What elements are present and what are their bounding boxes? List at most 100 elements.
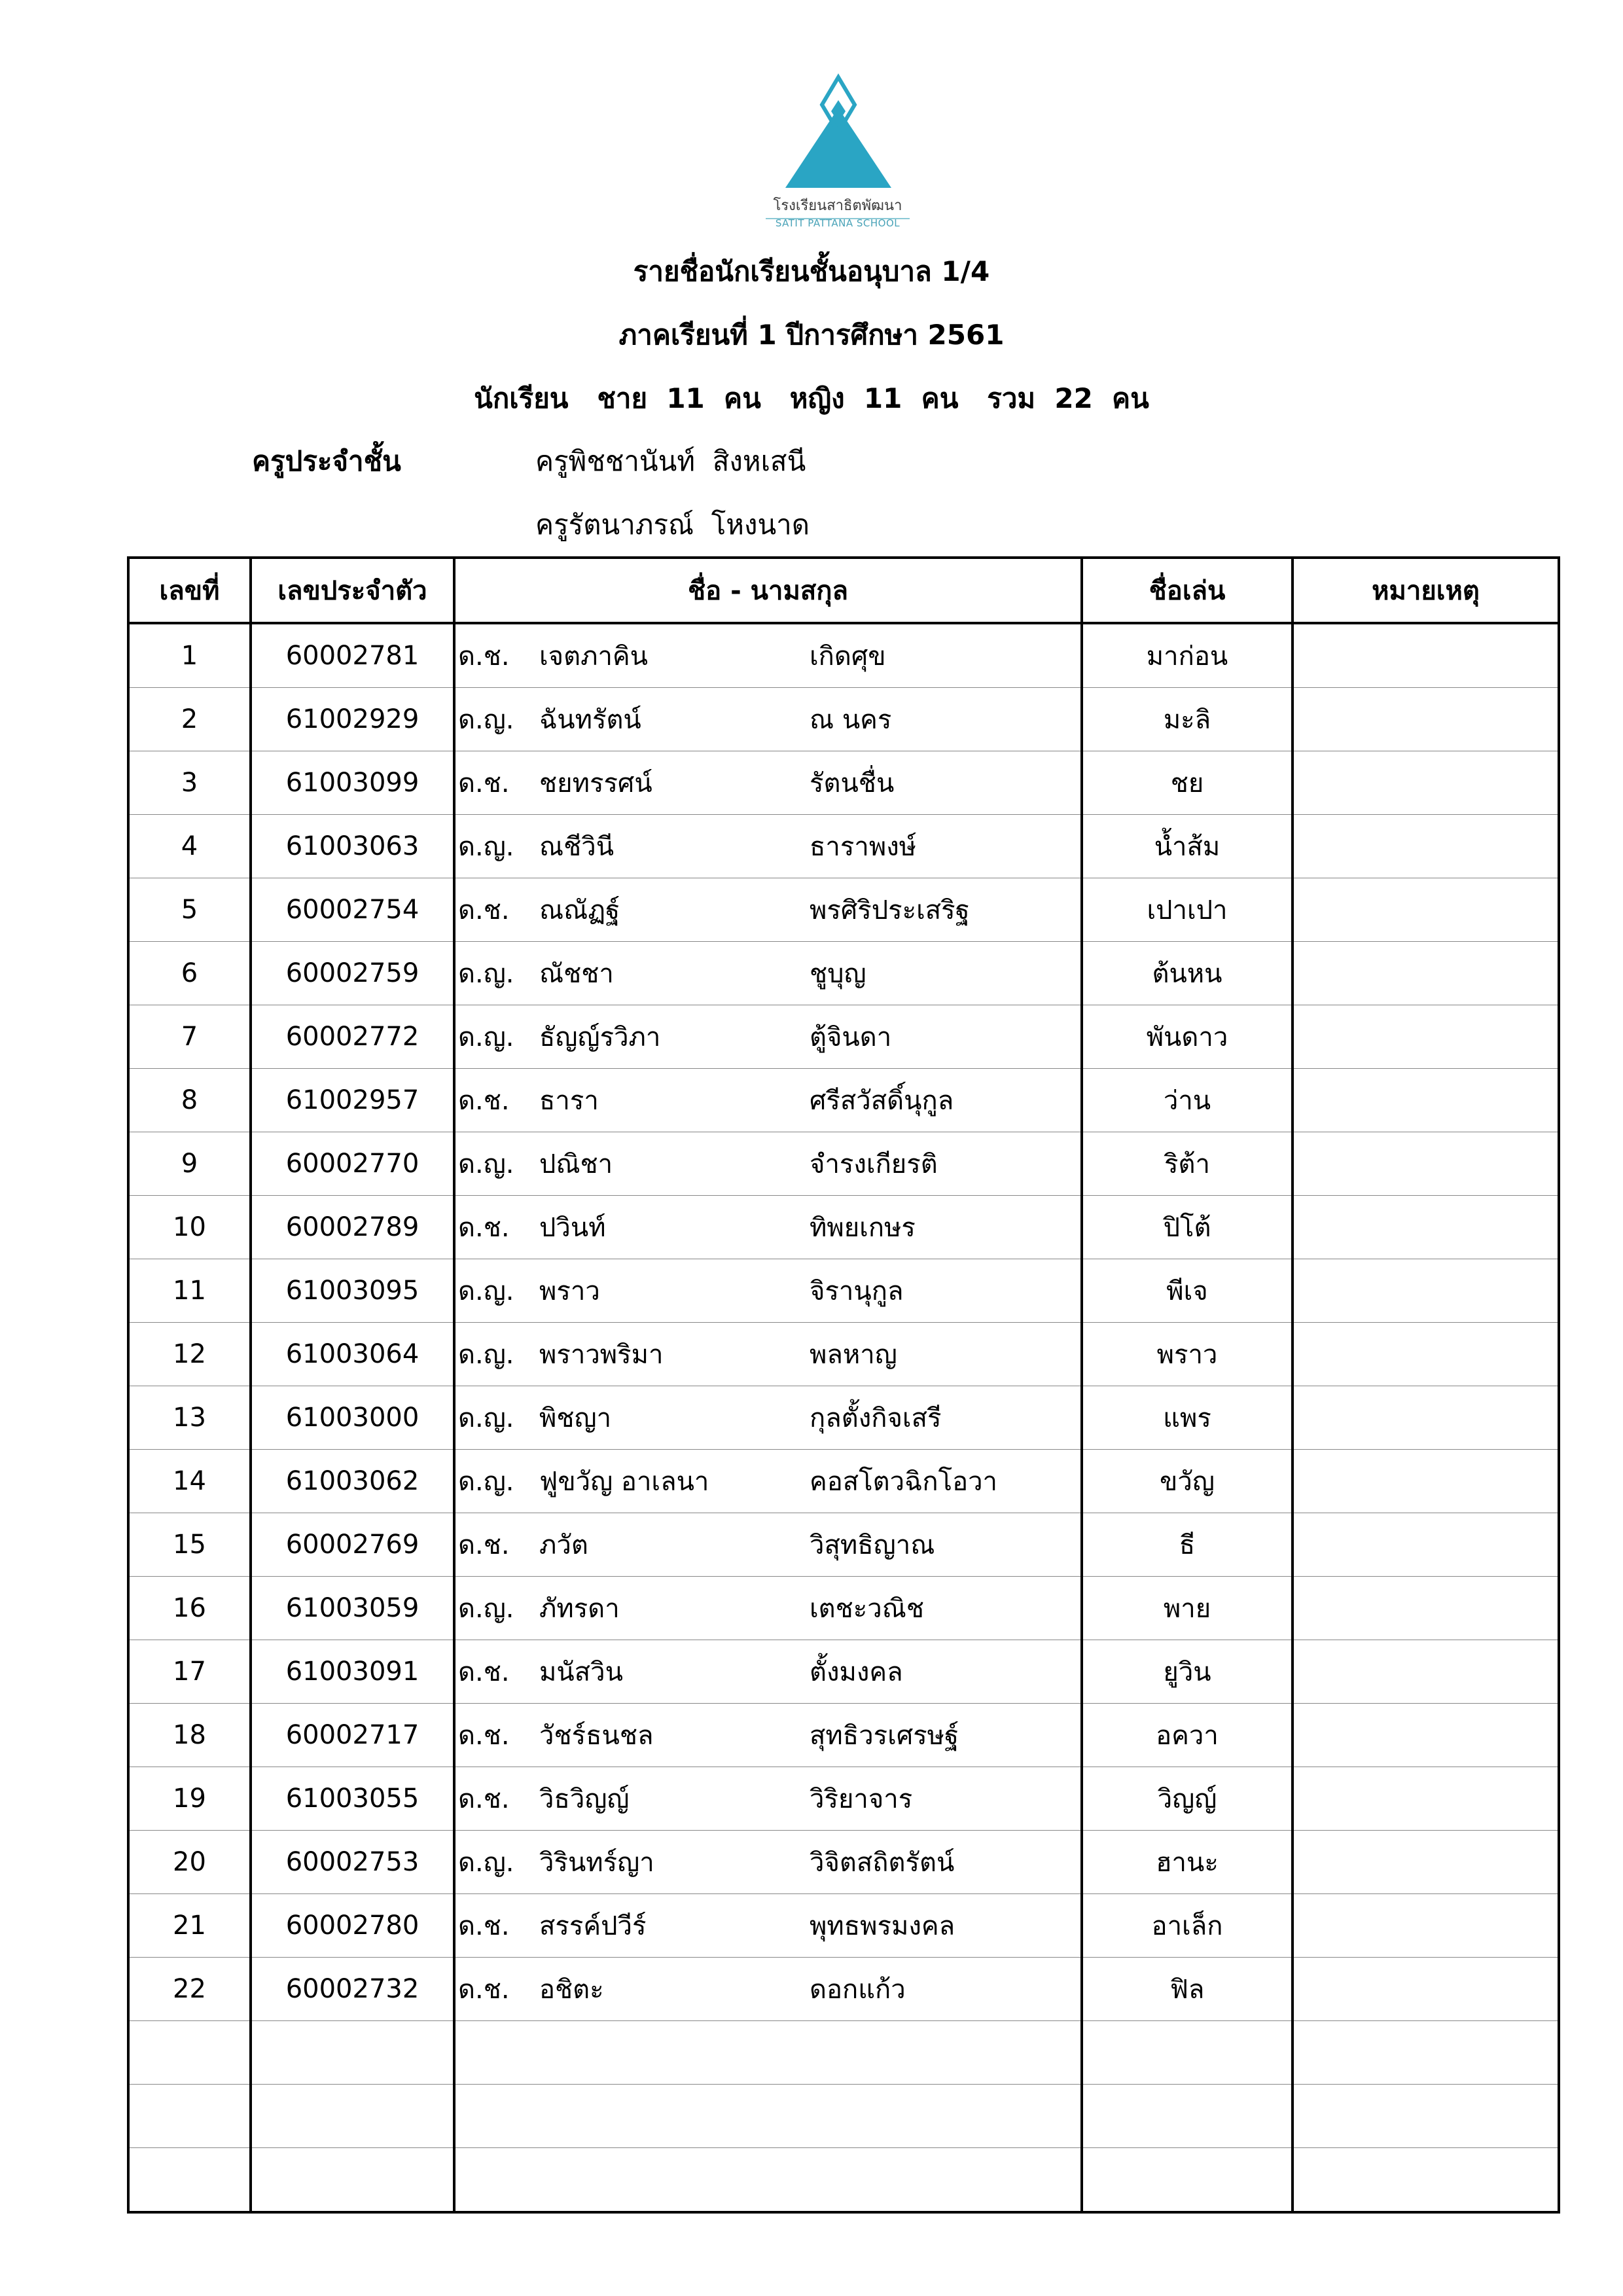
logo-text-en: SATIT PATTANA SCHOOL <box>775 217 901 229</box>
cell-full-name: ด.ช. ธารา ศรีสวัสดิ์นุกูล <box>453 1068 1083 1132</box>
cell-note <box>1291 1513 1560 1577</box>
empty-table-row <box>127 2020 1560 2085</box>
table-row: 2 61002929 ด.ญ. ฉันทรัตน์ ณ นคร มะลิ <box>127 687 1560 751</box>
name-prefix: ด.ญ. <box>458 1276 514 1306</box>
page-title: รายชื่อนักเรียนชั้นอนุบาล 1/4 <box>633 255 990 287</box>
empty-cell <box>453 2020 1083 2085</box>
name-prefix: ด.ญ. <box>458 705 514 735</box>
table-row: 1 60002781 ด.ช. เจตภาคิน เกิดศุข มาก่อน <box>127 623 1560 688</box>
name-prefix: ด.ช. <box>458 1657 510 1687</box>
cell-student-id: 61003099 <box>249 751 455 815</box>
cell-no: 6 <box>127 941 252 1005</box>
name-prefix: ด.ญ. <box>458 1848 514 1878</box>
cell-nickname: น้ำส้ม <box>1080 814 1294 878</box>
cell-no: 11 <box>127 1259 252 1323</box>
cell-student-id: 61003091 <box>249 1640 455 1704</box>
last-name: รัตนชื่น <box>810 768 895 798</box>
name-prefix: ด.ช. <box>458 1784 510 1814</box>
cell-note <box>1291 1830 1560 1894</box>
cell-full-name: ด.ญ. พราวพริมา พลหาญ <box>453 1322 1083 1386</box>
cell-nickname: ชย <box>1080 751 1294 815</box>
first-name: ฟูขวัญ อาเลนา <box>539 1467 709 1497</box>
empty-cell <box>1291 2084 1560 2148</box>
last-name: เกิดศุข <box>810 641 886 672</box>
student-table: เลขที่ เลขประจำตัว ชื่อ - นามสกุล ชื่อเล… <box>127 556 1560 2214</box>
cell-full-name: ด.ญ. ฟูขวัญ อาเลนา คอสโตวฉิกโอวา <box>453 1449 1083 1513</box>
table-row: 10 60002789 ด.ช. ปวินท์ ทิพยเกษร ปิโต้ <box>127 1195 1560 1259</box>
cell-full-name: ด.ช. เจตภาคิน เกิดศุข <box>453 623 1083 688</box>
cell-note <box>1291 1195 1560 1259</box>
last-name: ตู้จินดา <box>810 1022 892 1052</box>
cell-student-id: 61003062 <box>249 1449 455 1513</box>
table-row: 13 61003000 ด.ญ. พิชญา กุลตั้งกิจเสรี แพร <box>127 1386 1560 1450</box>
cell-nickname: เปาเปา <box>1080 878 1294 942</box>
cell-student-id: 60002769 <box>249 1513 455 1577</box>
last-name: ณ นคร <box>810 705 892 735</box>
empty-table-row <box>127 2147 1560 2214</box>
empty-cell <box>249 2020 455 2085</box>
cell-no: 17 <box>127 1640 252 1704</box>
cell-full-name: ด.ช. วิธวิญญ์ วิริยาจาร <box>453 1767 1083 1831</box>
first-name: พิชญา <box>539 1403 612 1433</box>
table-row: 4 61003063 ด.ญ. ณชีวินี ธาราพงษ์ น้ำส้ม <box>127 814 1560 878</box>
empty-cell <box>1291 2020 1560 2085</box>
cell-nickname: ริต้า <box>1080 1132 1294 1196</box>
cell-nickname: วิญญ์ <box>1080 1767 1294 1831</box>
name-prefix: ด.ช. <box>458 1530 510 1560</box>
cell-nickname: มาก่อน <box>1080 623 1294 688</box>
cell-student-id: 61002929 <box>249 687 455 751</box>
empty-cell <box>127 2147 252 2214</box>
logo-text-th: โรงเรียนสาธิตพัฒนา <box>766 194 910 219</box>
table-row: 17 61003091 ด.ช. มนัสวิน ตั้งมงคล ยูวิน <box>127 1640 1560 1704</box>
last-name: วิริยาจาร <box>810 1784 913 1814</box>
table-row: 3 61003099 ด.ช. ชยทรรศน์ รัตนชื่น ชย <box>127 751 1560 815</box>
cell-full-name: ด.ญ. พิชญา กุลตั้งกิจเสรี <box>453 1386 1083 1450</box>
cell-no: 7 <box>127 1005 252 1069</box>
cell-nickname: พีเจ <box>1080 1259 1294 1323</box>
name-prefix: ด.ญ. <box>458 1403 514 1433</box>
table-row: 5 60002754 ด.ช. ณณัฏฐ์ พรศิริประเสริฐ เปาเปา <box>127 878 1560 942</box>
cell-full-name: ด.ญ. ฉันทรัตน์ ณ นคร <box>453 687 1083 751</box>
cell-note <box>1291 623 1560 688</box>
cell-student-id: 60002732 <box>249 1957 455 2021</box>
teacher-name: ครูรัตนาภรณ์ โหงนาด <box>535 509 810 541</box>
cell-full-name: ด.ช. ณณัฏฐ์ พรศิริประเสริฐ <box>453 878 1083 942</box>
last-name: ธาราพงษ์ <box>810 832 917 862</box>
cell-note <box>1291 1259 1560 1323</box>
school-logo <box>785 73 891 188</box>
last-name: ศรีสวัสดิ์นุกูล <box>810 1086 954 1116</box>
first-name: วิธวิญญ์ <box>539 1784 630 1814</box>
logo-diamond-inner <box>831 100 846 122</box>
table-row: 6 60002759 ด.ญ. ณัชชา ชูบุญ ต้นหน <box>127 941 1560 1005</box>
first-name: สรรค์ปวีร์ <box>539 1911 647 1941</box>
empty-cell <box>127 2084 252 2148</box>
term-line: ภาคเรียนที่ 1 ปีการศึกษา 2561 <box>618 319 1005 351</box>
cell-note <box>1291 751 1560 815</box>
table-row: 21 60002780 ด.ช. สรรค์ปวีร์ พุทธพรมงคล อาเล็ก <box>127 1893 1560 1958</box>
col-header-name: ชื่อ - นามสกุล <box>453 556 1083 624</box>
last-name: พุทธพรมงคล <box>810 1911 955 1941</box>
first-name: เจตภาคิน <box>539 641 649 672</box>
empty-cell <box>249 2084 455 2148</box>
cell-note <box>1291 1957 1560 2021</box>
name-prefix: ด.ญ. <box>458 1340 514 1370</box>
cell-nickname: ยูวิน <box>1080 1640 1294 1704</box>
cell-student-id: 60002717 <box>249 1703 455 1767</box>
cell-nickname: ขวัญ <box>1080 1449 1294 1513</box>
cell-nickname: พาย <box>1080 1576 1294 1640</box>
name-prefix: ด.ช. <box>458 641 510 672</box>
name-prefix: ด.ญ. <box>458 1467 514 1497</box>
cell-student-id: 61003000 <box>249 1386 455 1450</box>
table-row: 16 61003059 ด.ญ. ภัทรดา เตชะวณิช พาย <box>127 1576 1560 1640</box>
cell-nickname: ต้นหน <box>1080 941 1294 1005</box>
cell-nickname: มะลิ <box>1080 687 1294 751</box>
cell-full-name: ด.ช. มนัสวิน ตั้งมงคล <box>453 1640 1083 1704</box>
first-name: พราวพริมา <box>539 1340 664 1370</box>
col-header-no: เลขที่ <box>127 556 252 624</box>
cell-student-id: 60002781 <box>249 623 455 688</box>
cell-note <box>1291 814 1560 878</box>
table-row: 7 60002772 ด.ญ. ธัญญ์รวิภา ตู้จินดา พันดาว <box>127 1005 1560 1069</box>
last-name: ตั้งมงคล <box>810 1657 903 1687</box>
table-row: 12 61003064 ด.ญ. พราวพริมา พลหาญ พราว <box>127 1322 1560 1386</box>
empty-cell <box>249 2147 455 2214</box>
